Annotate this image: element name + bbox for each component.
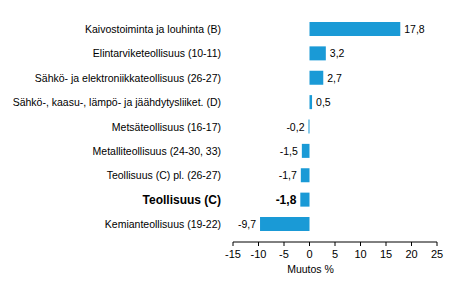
- tick-label: 10: [354, 248, 366, 260]
- tick-label: 5: [332, 248, 338, 260]
- category-label: Teollisuus (C): [143, 193, 221, 207]
- bar: [310, 22, 401, 36]
- tick-label: -15: [225, 248, 241, 260]
- category-label: Teollisuus (C) pl. (26-27): [107, 169, 221, 181]
- tick-label: 20: [405, 248, 417, 260]
- tick-label: -10: [251, 248, 267, 260]
- tick-label: 25: [431, 248, 443, 260]
- bar: [300, 193, 309, 207]
- tick-mark: [233, 242, 234, 246]
- bar: [308, 120, 309, 134]
- data-label: -1,7: [279, 169, 297, 181]
- category-label: Elintarviketeollisuus (10-11): [93, 47, 221, 59]
- tick-mark: [284, 242, 285, 246]
- data-label: -1,8: [276, 193, 297, 207]
- category-label: Kaivostoiminta ja louhinta (B): [85, 23, 221, 35]
- data-label: -0,2: [286, 121, 304, 133]
- chart-svg: Kaivostoiminta ja louhinta (B) Elintarvik…: [0, 0, 454, 302]
- chart-container: Kaivostoiminta ja louhinta (B) Elintarvik…: [0, 0, 454, 302]
- tick-mark: [360, 242, 361, 246]
- tick-mark: [386, 242, 387, 246]
- tick-mark: [335, 242, 336, 246]
- tick-label: 15: [380, 248, 392, 260]
- category-label: Sähkö- ja elektroniikkateollisuus (26-27…: [35, 72, 221, 84]
- category-label: Metsäteollisuus (16-17): [112, 121, 221, 133]
- data-label: 0,5: [316, 96, 331, 108]
- bar: [260, 217, 309, 231]
- tick-mark: [309, 242, 310, 246]
- data-label: 3,2: [330, 47, 345, 59]
- data-label: 17,8: [404, 23, 425, 35]
- data-label: 2,7: [327, 72, 342, 84]
- tick-mark: [437, 242, 438, 246]
- data-label: -9,7: [238, 218, 256, 230]
- bar: [310, 95, 313, 109]
- category-label: Metalliteollisuus (24-30, 33): [93, 145, 221, 157]
- tick-label: -5: [279, 248, 289, 260]
- bar: [310, 71, 324, 85]
- bars: [260, 22, 400, 231]
- category-label: Kemianteollisuus (19-22): [105, 218, 221, 230]
- tick-mark: [411, 242, 412, 246]
- axis-label: Muutos %: [287, 263, 334, 275]
- bar: [302, 144, 310, 158]
- bar: [310, 46, 326, 60]
- tick-label: 0: [306, 248, 312, 260]
- tick-mark: [258, 242, 259, 246]
- category-label: Sähkö-, kaasu-, lämpö- ja jäähdytysliike…: [13, 96, 221, 108]
- bar: [301, 168, 310, 182]
- data-label: -1,5: [280, 145, 298, 157]
